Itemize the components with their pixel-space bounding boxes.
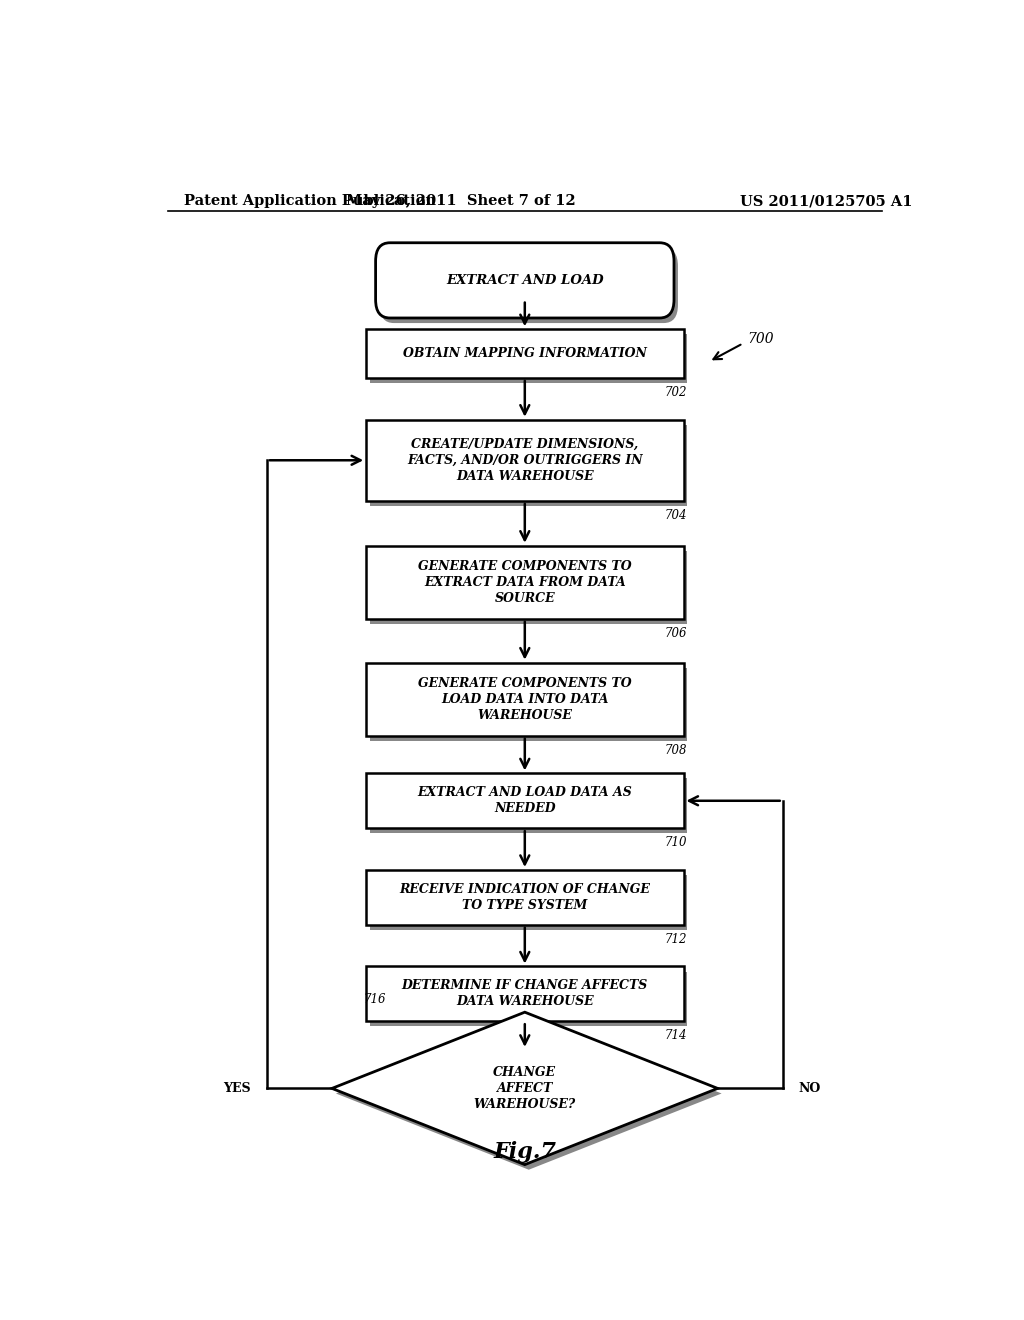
Bar: [370, 425, 687, 506]
Bar: [370, 334, 687, 383]
Text: 702: 702: [665, 385, 687, 399]
Text: NO: NO: [799, 1082, 821, 1094]
Polygon shape: [336, 1018, 722, 1170]
Text: Fig.7: Fig.7: [494, 1142, 556, 1163]
Text: DETERMINE IF CHANGE AFFECTS
DATA WAREHOUSE: DETERMINE IF CHANGE AFFECTS DATA WAREHOU…: [401, 979, 648, 1008]
Text: OBTAIN MAPPING INFORMATION: OBTAIN MAPPING INFORMATION: [402, 347, 647, 360]
Polygon shape: [332, 1012, 718, 1164]
Text: Patent Application Publication: Patent Application Publication: [183, 194, 435, 209]
Bar: [367, 663, 684, 735]
Bar: [367, 966, 684, 1022]
Text: 700: 700: [748, 333, 774, 346]
Bar: [370, 875, 687, 929]
Bar: [370, 779, 687, 833]
Text: RECEIVE INDICATION OF CHANGE
TO TYPE SYSTEM: RECEIVE INDICATION OF CHANGE TO TYPE SYS…: [399, 883, 650, 912]
Bar: [367, 329, 684, 378]
Text: 716: 716: [364, 993, 386, 1006]
Bar: [370, 972, 687, 1027]
Text: EXTRACT AND LOAD: EXTRACT AND LOAD: [446, 273, 603, 286]
Text: GENERATE COMPONENTS TO
EXTRACT DATA FROM DATA
SOURCE: GENERATE COMPONENTS TO EXTRACT DATA FROM…: [418, 560, 632, 605]
Text: 712: 712: [665, 933, 687, 946]
Text: CREATE/UPDATE DIMENSIONS,
FACTS, AND/OR OUTRIGGERS IN
DATA WAREHOUSE: CREATE/UPDATE DIMENSIONS, FACTS, AND/OR …: [407, 438, 643, 483]
Bar: [367, 870, 684, 925]
Text: 704: 704: [665, 510, 687, 521]
Text: CHANGE
AFFECT
WAREHOUSE?: CHANGE AFFECT WAREHOUSE?: [474, 1067, 575, 1111]
Text: GENERATE COMPONENTS TO
LOAD DATA INTO DATA
WAREHOUSE: GENERATE COMPONENTS TO LOAD DATA INTO DA…: [418, 677, 632, 722]
Text: 710: 710: [665, 837, 687, 849]
Bar: [370, 668, 687, 741]
Text: EXTRACT AND LOAD DATA AS
NEEDED: EXTRACT AND LOAD DATA AS NEEDED: [418, 787, 632, 816]
Text: 714: 714: [665, 1030, 687, 1043]
FancyBboxPatch shape: [380, 248, 678, 323]
Bar: [367, 420, 684, 500]
Text: 708: 708: [665, 744, 687, 756]
Text: YES: YES: [223, 1082, 251, 1094]
FancyBboxPatch shape: [376, 243, 674, 318]
Bar: [367, 545, 684, 619]
Bar: [370, 550, 687, 624]
Bar: [367, 774, 684, 828]
Text: US 2011/0125705 A1: US 2011/0125705 A1: [740, 194, 912, 209]
Text: May 26, 2011  Sheet 7 of 12: May 26, 2011 Sheet 7 of 12: [346, 194, 577, 209]
Text: 706: 706: [665, 627, 687, 640]
